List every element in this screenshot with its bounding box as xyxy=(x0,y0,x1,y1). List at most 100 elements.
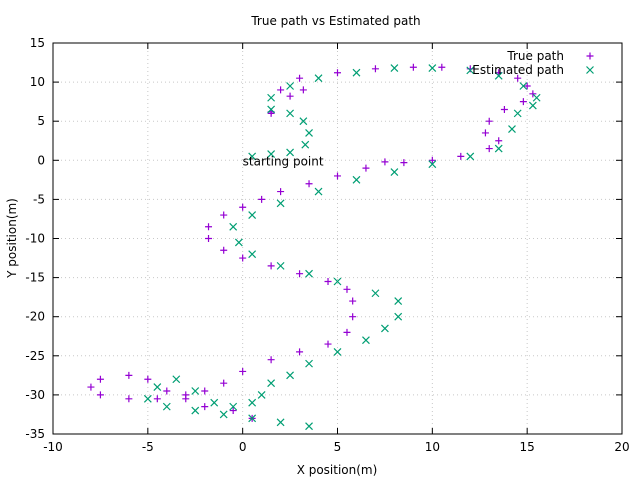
true-path-point xyxy=(296,270,304,278)
estimated-path-point xyxy=(513,109,522,118)
x-tick-label: 10 xyxy=(425,440,440,454)
estimated-path-point xyxy=(267,150,276,158)
true-path-point xyxy=(495,137,503,145)
legend-marker-estimated-path-symbol xyxy=(586,66,594,74)
true-path-point xyxy=(229,407,237,415)
true-path-point xyxy=(523,82,531,90)
true-path-point xyxy=(220,379,228,387)
estimated-path-point xyxy=(305,422,313,431)
estimated-path-point xyxy=(276,261,285,270)
estimated-path-point xyxy=(210,398,219,407)
true-path-point xyxy=(334,69,341,77)
true-path-point xyxy=(125,371,133,379)
true-path-point xyxy=(277,188,285,196)
true-path-point xyxy=(286,92,294,100)
true-path-point xyxy=(239,203,247,211)
true-path-point xyxy=(334,172,341,180)
true-path-point xyxy=(481,129,489,137)
true-path-point xyxy=(182,395,190,403)
estimated-path-point xyxy=(286,109,295,118)
estimated-path-point xyxy=(390,168,399,176)
estimated-path-point xyxy=(466,66,475,75)
estimated-path-point xyxy=(286,371,295,380)
y-tick-label: -35 xyxy=(25,427,45,441)
true-path-point xyxy=(96,375,104,383)
series-estimated-path xyxy=(143,64,541,431)
x-tick-label: 0 xyxy=(239,440,247,454)
estimated-path-point xyxy=(229,402,238,411)
estimated-path-point xyxy=(301,140,310,149)
true-path-point xyxy=(220,246,228,254)
estimated-path-point xyxy=(248,398,257,407)
true-path-point xyxy=(428,156,436,164)
estimated-path-point xyxy=(286,82,295,90)
true-path-point xyxy=(205,235,213,242)
true-path-point xyxy=(381,158,389,166)
true-path-point xyxy=(324,340,332,348)
true-path-point xyxy=(296,348,304,356)
estimated-path-point xyxy=(248,414,257,423)
legend-marker-estimated-path xyxy=(586,66,594,74)
estimated-path-point xyxy=(276,199,285,208)
estimated-path-point xyxy=(267,93,276,102)
true-path-point xyxy=(296,74,304,82)
estimated-path-point xyxy=(248,211,257,219)
true-path-point xyxy=(457,152,465,160)
legend-label-estimated-path: Estimated path xyxy=(472,63,564,77)
true-path-point xyxy=(87,383,95,391)
y-tick-label: -20 xyxy=(25,310,45,324)
estimated-path-point xyxy=(162,402,171,411)
y-tick-label: 0 xyxy=(37,153,45,167)
true-path-point xyxy=(519,98,527,106)
y-tick-label: -10 xyxy=(25,232,45,246)
starting-point-annotation: starting point xyxy=(243,154,324,168)
estimated-path-point xyxy=(352,175,361,184)
true-path-point xyxy=(362,164,370,172)
legend-marker-true-path xyxy=(586,52,594,60)
estimated-path-point xyxy=(305,359,313,368)
true-path-point xyxy=(258,195,266,203)
true-path-point xyxy=(201,403,209,411)
estimated-path-point xyxy=(428,160,437,169)
estimated-path-point xyxy=(466,152,475,161)
y-tick-label: -15 xyxy=(25,271,45,285)
estimated-path-point xyxy=(394,312,403,321)
x-axis-label: X position(m) xyxy=(297,463,378,477)
estimated-path-point xyxy=(229,222,238,231)
estimated-path-point xyxy=(248,152,257,161)
estimated-path-point xyxy=(352,68,361,77)
estimated-path-point xyxy=(494,144,503,153)
y-tick-label: -25 xyxy=(25,349,45,363)
estimated-path-point xyxy=(267,105,276,114)
estimated-path-point xyxy=(172,375,181,384)
chart-title: True path vs Estimated path xyxy=(250,14,420,28)
x-tick-label: 5 xyxy=(334,440,342,454)
x-tick-label: -5 xyxy=(142,440,154,454)
x-tick-label: 20 xyxy=(614,440,629,454)
true-path-point xyxy=(349,297,357,305)
estimated-path-point xyxy=(314,74,323,83)
estimated-path-point xyxy=(428,64,437,72)
estimated-path-point xyxy=(394,297,403,305)
estimated-path-point xyxy=(305,269,313,278)
true-path-point xyxy=(529,90,537,98)
true-path-point xyxy=(96,391,104,399)
estimated-path-point xyxy=(299,117,308,126)
true-path-point xyxy=(125,395,133,403)
estimated-path-point xyxy=(508,125,516,133)
estimated-path-point xyxy=(333,347,342,356)
series-true-path xyxy=(87,63,537,422)
y-tick-label: -5 xyxy=(33,192,45,206)
estimated-path-point xyxy=(314,187,323,196)
true-path-point xyxy=(163,387,171,395)
estimated-path-point xyxy=(143,394,152,403)
estimated-path-point xyxy=(191,406,200,415)
true-path-point xyxy=(409,63,417,71)
estimated-path-point xyxy=(257,390,266,399)
true-path-point xyxy=(277,86,285,94)
true-path-point xyxy=(267,262,275,270)
estimated-path-point xyxy=(286,148,295,157)
true-path-point xyxy=(305,180,313,188)
estimated-path-point xyxy=(276,418,285,427)
